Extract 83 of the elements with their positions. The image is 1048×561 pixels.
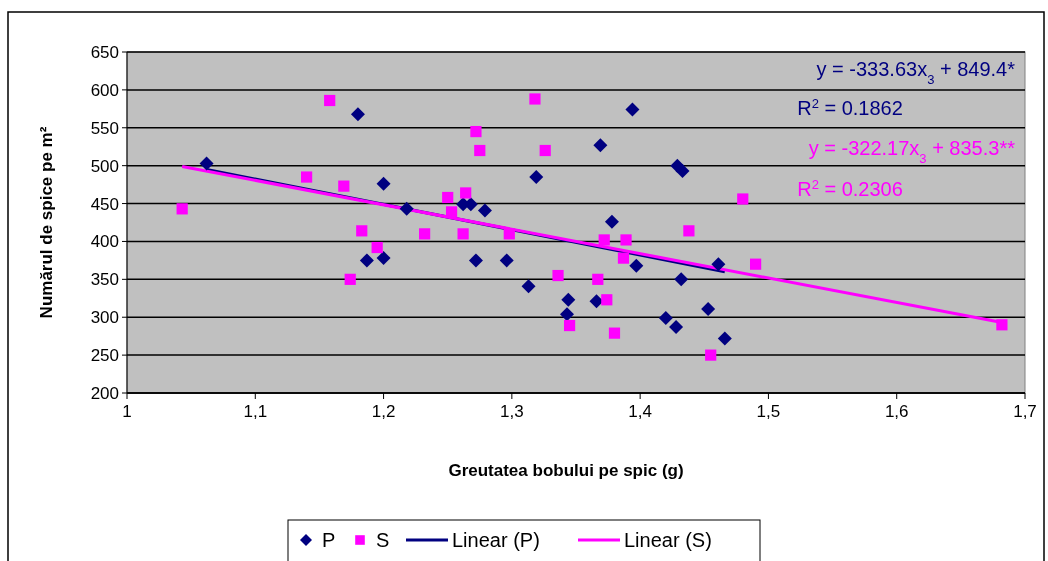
point — [521, 279, 536, 294]
point — [359, 253, 374, 268]
x-tick-label: 1,2 — [371, 402, 396, 421]
point — [371, 241, 383, 254]
point — [996, 319, 1008, 331]
annotation: R$^{2}$ = 0.2306 — [797, 176, 903, 200]
point — [529, 170, 544, 185]
y-axis-title: Numărul de spice pe m² — [37, 126, 56, 319]
legend-label: S — [376, 529, 390, 551]
y-tick-label: 650 — [90, 42, 119, 62]
point — [561, 292, 576, 307]
y-tick-label: 600 — [90, 80, 119, 100]
point — [563, 319, 576, 332]
point — [552, 269, 564, 282]
x-tick-label: 1,6 — [884, 402, 909, 421]
x-tick-label: 1,4 — [628, 402, 652, 421]
y-tick-label: 350 — [90, 270, 119, 290]
point — [324, 94, 336, 107]
point — [301, 171, 313, 183]
point — [608, 327, 621, 339]
point — [593, 138, 608, 153]
point — [344, 273, 356, 285]
point — [468, 253, 483, 268]
point — [675, 163, 690, 178]
legend-label: Linear (P) — [452, 529, 540, 551]
point — [598, 234, 610, 246]
point — [356, 225, 368, 237]
point — [674, 272, 689, 287]
point — [717, 331, 732, 346]
annotation: y = -333.63x$_{3}$ + 849.4* — [816, 58, 1016, 87]
y-tick-label: 250 — [90, 346, 119, 366]
point — [338, 180, 350, 192]
point — [711, 257, 726, 272]
point — [529, 93, 541, 105]
point — [460, 187, 472, 199]
y-tick-label: 500 — [90, 156, 119, 176]
point — [589, 294, 604, 309]
x-tick-label: 1,5 — [756, 402, 781, 421]
point — [442, 191, 454, 204]
point — [604, 214, 619, 229]
point — [683, 225, 695, 237]
annotation: y = -322.17x$_{3}$ + 835.3** — [808, 137, 1016, 166]
point — [658, 310, 673, 325]
y-tick-label: 400 — [90, 232, 119, 252]
point — [470, 125, 482, 138]
point — [629, 258, 644, 273]
point — [539, 144, 551, 157]
point — [701, 301, 716, 316]
point — [750, 258, 762, 270]
point — [620, 234, 632, 246]
point — [499, 253, 514, 268]
point — [474, 144, 486, 157]
point — [625, 102, 640, 117]
y-tick-label: 550 — [90, 118, 119, 138]
x-tick-label: 1,3 — [500, 402, 524, 421]
point — [503, 228, 515, 240]
point — [560, 307, 575, 322]
legend-label: P — [322, 529, 336, 551]
y-tick-label: 300 — [90, 308, 119, 328]
y-tick-label: 200 — [90, 383, 119, 403]
legend-label: Linear (S) — [624, 529, 712, 551]
x-axis-title: Greutatea bobului pe spic (g) — [448, 461, 684, 480]
point — [419, 228, 431, 240]
x-tick-label: 1,1 — [243, 402, 268, 421]
point — [592, 273, 604, 285]
point — [617, 252, 630, 264]
point — [705, 349, 717, 361]
x-tick-label: 1 — [122, 402, 132, 421]
point — [601, 294, 613, 306]
point — [176, 203, 188, 215]
y-tick-label: 450 — [90, 194, 119, 214]
point — [376, 251, 391, 266]
point — [350, 107, 365, 122]
x-tick-label: 1,7 — [1013, 402, 1037, 421]
point — [199, 156, 214, 171]
point — [669, 320, 684, 335]
point — [457, 228, 469, 240]
annotation: R$^{2}$ = 0.1862 — [797, 95, 903, 119]
point — [445, 206, 458, 218]
point — [376, 176, 391, 191]
point — [737, 193, 749, 205]
point — [399, 201, 414, 216]
point — [477, 203, 492, 218]
